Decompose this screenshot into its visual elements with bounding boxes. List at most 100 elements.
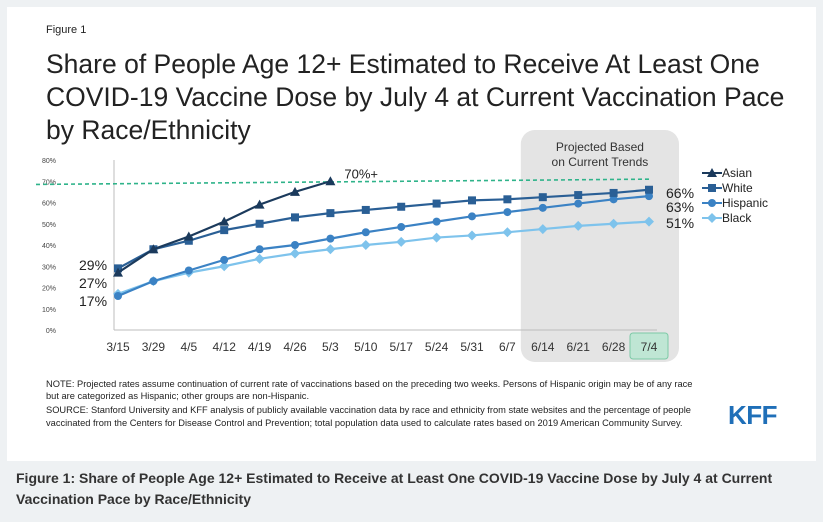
- data-point-white: [538, 193, 547, 202]
- note-text: NOTE: Projected rates assume continuatio…: [46, 379, 693, 402]
- data-point-black: [396, 236, 407, 247]
- y-tick-label: 0%: [46, 328, 56, 335]
- data-point-white: [503, 195, 512, 204]
- x-tick-label: 5/3: [322, 340, 339, 354]
- y-tick-label: 10%: [42, 307, 56, 314]
- data-point-hispanic: [503, 208, 512, 217]
- x-tick-label: 4/12: [213, 340, 237, 354]
- projection-region: [520, 130, 679, 362]
- data-point-hispanic: [291, 241, 299, 249]
- data-point-hispanic: [468, 212, 476, 221]
- chart-title: Share of People Age 12+ Estimated to Rec…: [46, 49, 785, 145]
- x-tick-label: 4/5: [180, 340, 197, 354]
- start-label-asian: 27%: [79, 275, 107, 291]
- data-point-hispanic: [432, 217, 441, 226]
- data-point-black: [573, 220, 584, 231]
- data-point-white: [184, 236, 193, 245]
- data-point-black: [537, 224, 548, 235]
- highlight-box-7-4: [629, 332, 669, 360]
- x-tick-label: 5/31: [460, 340, 484, 354]
- series-line-black: [117, 220, 650, 295]
- data-point-hispanic: [538, 203, 547, 212]
- target-line: [35, 178, 652, 186]
- data-point-white: [397, 202, 406, 211]
- x-tick-label: 6/21: [567, 340, 591, 354]
- data-point-asian: [113, 267, 123, 277]
- legend-marker-black: [707, 213, 717, 223]
- data-point-hispanic: [397, 222, 406, 231]
- y-tick-label: 60%: [42, 201, 56, 208]
- data-point-asian: [290, 186, 300, 196]
- x-tick-label: 6/28: [602, 340, 626, 354]
- data-point-black: [290, 248, 300, 259]
- y-tick-label: 40%: [42, 243, 56, 250]
- data-point-black: [219, 261, 230, 272]
- end-label-hispanic: 63%: [666, 199, 694, 215]
- data-point-hispanic: [326, 234, 335, 243]
- data-point-white: [326, 209, 335, 218]
- data-point-white: [220, 226, 229, 235]
- end-label-black: 51%: [666, 215, 694, 231]
- data-point-white: [291, 213, 299, 222]
- legend-marker-white: [708, 184, 716, 192]
- end-label-white: 66%: [666, 185, 694, 201]
- data-point-hispanic: [609, 195, 618, 204]
- data-point-hispanic: [574, 199, 583, 208]
- legend-label-white: White: [722, 181, 753, 195]
- data-point-asian: [148, 244, 159, 254]
- target-label: 70%+: [344, 166, 378, 181]
- x-tick-label: 5/17: [390, 340, 414, 354]
- x-tick-label: 5/10: [354, 340, 378, 354]
- series-line-white: [117, 188, 650, 270]
- x-tick-label: 4/26: [283, 340, 307, 354]
- data-point-hispanic: [255, 245, 264, 254]
- data-point-white: [645, 185, 653, 194]
- legend-label-hispanic: Hispanic: [722, 196, 768, 210]
- data-point-hispanic: [149, 277, 158, 286]
- source-text: SOURCE: Stanford University and KFF anal…: [46, 405, 691, 428]
- data-point-hispanic: [645, 192, 653, 201]
- y-tick-label: 30%: [42, 264, 56, 271]
- data-point-hispanic: [184, 266, 193, 275]
- data-point-black: [254, 253, 265, 264]
- legend-marker-asian: [707, 168, 717, 177]
- data-point-black: [325, 244, 336, 255]
- data-point-black: [360, 240, 371, 250]
- data-point-white: [255, 219, 264, 228]
- data-point-white: [361, 205, 370, 214]
- x-tick-label: 3/29: [142, 340, 166, 354]
- chart-notes: NOTE: Projected rates assume continuatio…: [46, 378, 706, 431]
- data-point-hispanic: [114, 292, 122, 300]
- data-point-white: [432, 199, 441, 208]
- series-line-hispanic: [117, 195, 650, 298]
- data-point-black: [502, 227, 513, 238]
- legend-marker-hispanic: [708, 199, 716, 207]
- data-point-white: [468, 196, 476, 205]
- x-tick-label: 7/4: [641, 340, 658, 354]
- figure-caption: Figure 1: Share of People Age 12+ Estima…: [16, 470, 773, 507]
- data-point-black: [467, 230, 477, 241]
- data-point-white: [609, 188, 618, 197]
- start-label-black: 17%: [79, 293, 107, 309]
- x-tick-label: 6/7: [499, 340, 516, 354]
- legend-label-black: Black: [722, 211, 752, 225]
- y-tick-label: 50%: [42, 222, 56, 229]
- data-point-black: [608, 218, 619, 229]
- y-tick-label: 80%: [42, 158, 56, 165]
- data-point-asian: [219, 216, 230, 226]
- projection-label-line-1: Projected Based: [556, 140, 644, 154]
- x-tick-label: 4/19: [248, 340, 272, 354]
- y-tick-label: 70%: [42, 179, 56, 186]
- x-tick-label: 5/24: [425, 340, 449, 354]
- projection-label-line-2: on Current Trends: [552, 155, 649, 169]
- kff-logo: KFF: [728, 400, 778, 430]
- data-point-hispanic: [361, 228, 370, 237]
- data-point-white: [574, 191, 583, 200]
- figure-card: [7, 7, 816, 461]
- data-point-hispanic: [220, 255, 229, 264]
- data-point-asian: [254, 199, 265, 209]
- x-tick-label: 3/15: [106, 340, 130, 354]
- x-tick-label: 6/14: [531, 340, 555, 354]
